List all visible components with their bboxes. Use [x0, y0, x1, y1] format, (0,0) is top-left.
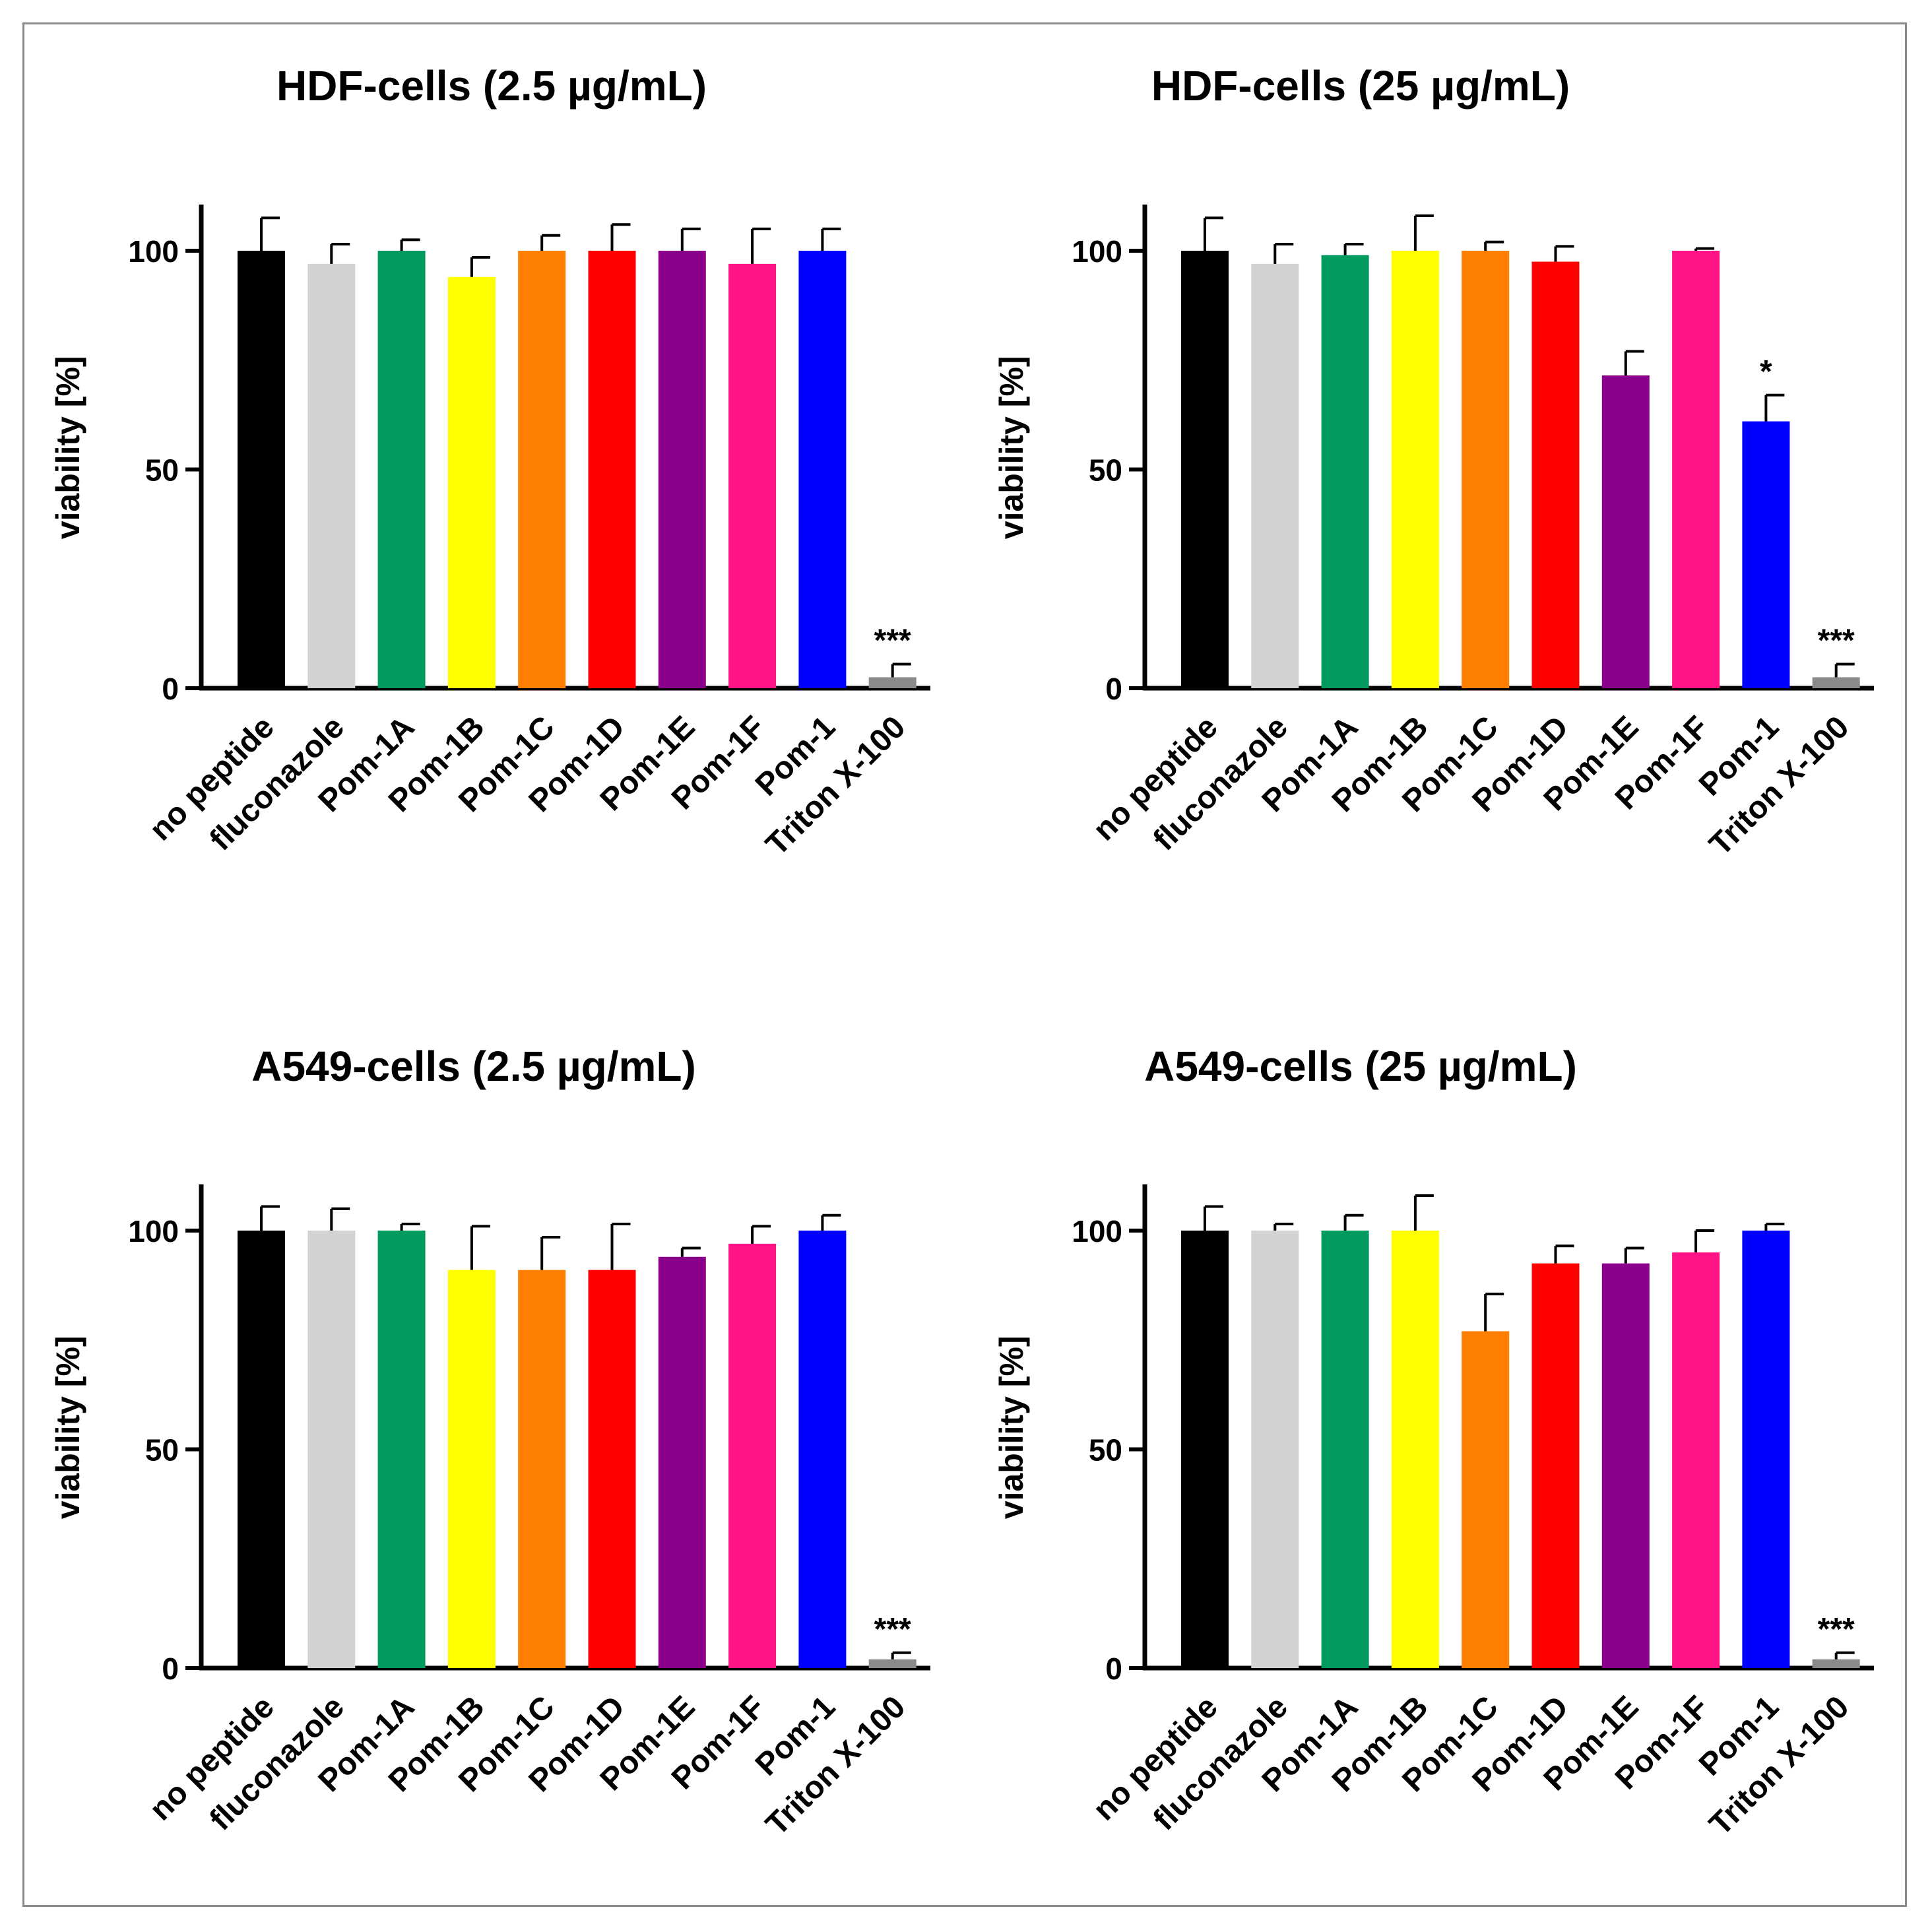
chart-panel-4: A549-cells (25 µg/mL) viability [%] 0 50 100… [993, 1043, 1874, 1842]
bar-4 [447, 1270, 496, 1668]
bar-3 [1321, 1231, 1369, 1668]
bar-7 [658, 251, 706, 688]
figure-frame [22, 22, 1907, 1907]
bar-9 [1742, 421, 1790, 688]
bar-7 [1601, 375, 1650, 688]
bar-8 [1672, 1252, 1720, 1668]
bar-8 [728, 1243, 777, 1668]
bar-5 [518, 1270, 566, 1668]
significance-label-10: *** [874, 1612, 911, 1647]
bar-5 [518, 251, 566, 688]
bar-7 [1601, 1263, 1650, 1668]
y-tick-label: 100 [1072, 1214, 1122, 1248]
bar-1 [238, 251, 285, 688]
y-tick-label: 0 [1105, 1652, 1122, 1686]
y-axis-label: viability [%] [49, 356, 86, 539]
y-axis-label: viability [%] [993, 356, 1030, 539]
y-axis-label: viability [%] [49, 1336, 86, 1519]
bar-10 [868, 1659, 917, 1668]
bar-10 [868, 677, 917, 688]
significance-label-10: *** [874, 624, 911, 659]
bar-9 [798, 1231, 847, 1668]
bar-1 [1181, 251, 1229, 688]
bar-1 [1181, 1231, 1229, 1668]
y-tick-label: 50 [145, 1433, 179, 1467]
bar-9 [798, 251, 847, 688]
significance-label-9: * [1760, 354, 1772, 389]
bar-4 [1391, 251, 1439, 688]
bar-4 [1391, 1231, 1439, 1668]
y-tick-label: 0 [162, 672, 179, 706]
bar-5 [1462, 1331, 1510, 1668]
y-tick-label: 50 [145, 453, 179, 488]
y-tick-label: 0 [162, 1652, 179, 1686]
y-tick-label: 100 [128, 234, 179, 269]
bar-6 [1531, 261, 1580, 688]
bar-2 [1251, 263, 1299, 688]
y-tick-label: 100 [1072, 234, 1122, 269]
chart-panel-3: A549-cells (2.5 µg/mL) viability [%] 0 50 10… [49, 1043, 930, 1842]
bar-2 [1251, 1231, 1299, 1668]
bar-3 [377, 251, 426, 688]
bar-8 [728, 263, 777, 688]
bar-6 [1531, 1263, 1580, 1668]
y-tick-label: 0 [1105, 672, 1122, 706]
y-tick-label: 100 [128, 1214, 179, 1248]
bar-2 [307, 1231, 356, 1668]
significance-label-10: *** [1818, 624, 1855, 659]
chart-title: A549-cells (2.5 µg/mL) [251, 1043, 696, 1090]
chart-title: HDF-cells (2.5 µg/mL) [276, 62, 707, 110]
bar-8 [1672, 251, 1720, 688]
y-axis-label: viability [%] [993, 1336, 1030, 1519]
bar-6 [588, 1270, 636, 1668]
bar-3 [377, 1231, 426, 1668]
bar-6 [588, 251, 636, 688]
y-tick-label: 50 [1089, 1433, 1122, 1467]
bar-7 [658, 1256, 706, 1668]
bar-4 [447, 276, 496, 688]
bar-1 [238, 1231, 285, 1668]
chart-panel-1: HDF-cells (2.5 µg/mL) viability [%] 0 50 100… [49, 62, 930, 862]
bar-3 [1321, 255, 1369, 688]
bar-5 [1462, 251, 1510, 688]
bar-10 [1812, 677, 1860, 688]
chart-title: HDF-cells (25 µg/mL) [1151, 62, 1570, 110]
chart-panel-2: HDF-cells (25 µg/mL)viability [%]050100n… [993, 62, 1874, 862]
y-tick-label: 50 [1089, 453, 1122, 488]
significance-label-10: *** [1818, 1612, 1855, 1647]
chart-title: A549-cells (25 µg/mL) [1144, 1043, 1577, 1090]
bar-10 [1812, 1659, 1860, 1668]
bar-2 [307, 263, 356, 688]
bar-9 [1742, 1231, 1790, 1668]
